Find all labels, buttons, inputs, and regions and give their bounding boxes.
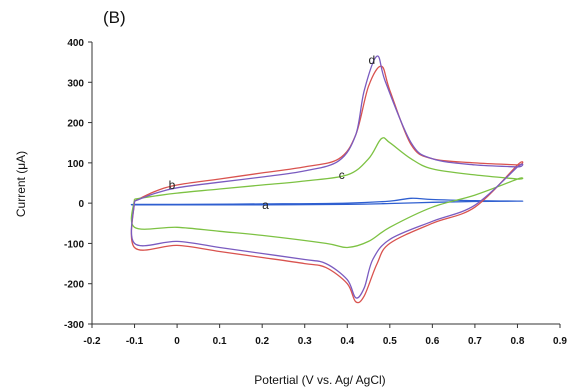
x-tick-label: 0.2 bbox=[255, 336, 269, 347]
x-tick-label: 0.8 bbox=[511, 336, 525, 347]
curve-label-a: a bbox=[262, 198, 269, 212]
y-tick-label: -300 bbox=[64, 320, 84, 331]
curves-layer bbox=[130, 55, 524, 304]
x-tick-label: 0.1 bbox=[213, 336, 227, 347]
ticks-layer: 400 300 200 100 0 -100 -200 -300 -0.2 -0.1 0 0.1 0.2… bbox=[64, 38, 567, 347]
x-tick-label: 0.7 bbox=[468, 336, 482, 347]
y-tick-label: 300 bbox=[67, 78, 84, 89]
x-tick-label: 0.4 bbox=[340, 336, 354, 347]
curve-label-d: d bbox=[369, 53, 376, 67]
curve-labels-layer: a b c d bbox=[169, 53, 376, 212]
x-tick-label: -0.2 bbox=[83, 336, 101, 347]
y-tick-label: 400 bbox=[67, 38, 84, 49]
y-tick-label: 100 bbox=[67, 159, 84, 170]
series-line-a bbox=[130, 197, 524, 206]
panel-label: (B) bbox=[103, 8, 126, 27]
curve-label-b: b bbox=[169, 178, 176, 192]
x-tick-label: -0.1 bbox=[126, 336, 144, 347]
series-line-d bbox=[130, 55, 524, 299]
x-tick-label: 0.6 bbox=[425, 336, 439, 347]
x-tick-label: 0.3 bbox=[298, 336, 312, 347]
x-tick-label: 0 bbox=[174, 336, 180, 347]
x-tick-label: 0.5 bbox=[383, 336, 397, 347]
y-tick-label: -200 bbox=[64, 280, 84, 291]
y-tick-label: 200 bbox=[67, 119, 84, 130]
y-tick-label: -100 bbox=[64, 239, 84, 250]
y-tick-label: 0 bbox=[78, 199, 84, 210]
series-line-b bbox=[130, 65, 524, 304]
curve-label-c: c bbox=[339, 168, 345, 182]
x-tick-label: 0.9 bbox=[553, 336, 567, 347]
y-axis-title: Current (μA) bbox=[14, 151, 28, 217]
x-axis-title: Potertial (V vs. Ag/ AgCl) bbox=[254, 373, 385, 387]
series-line-c bbox=[130, 137, 524, 249]
